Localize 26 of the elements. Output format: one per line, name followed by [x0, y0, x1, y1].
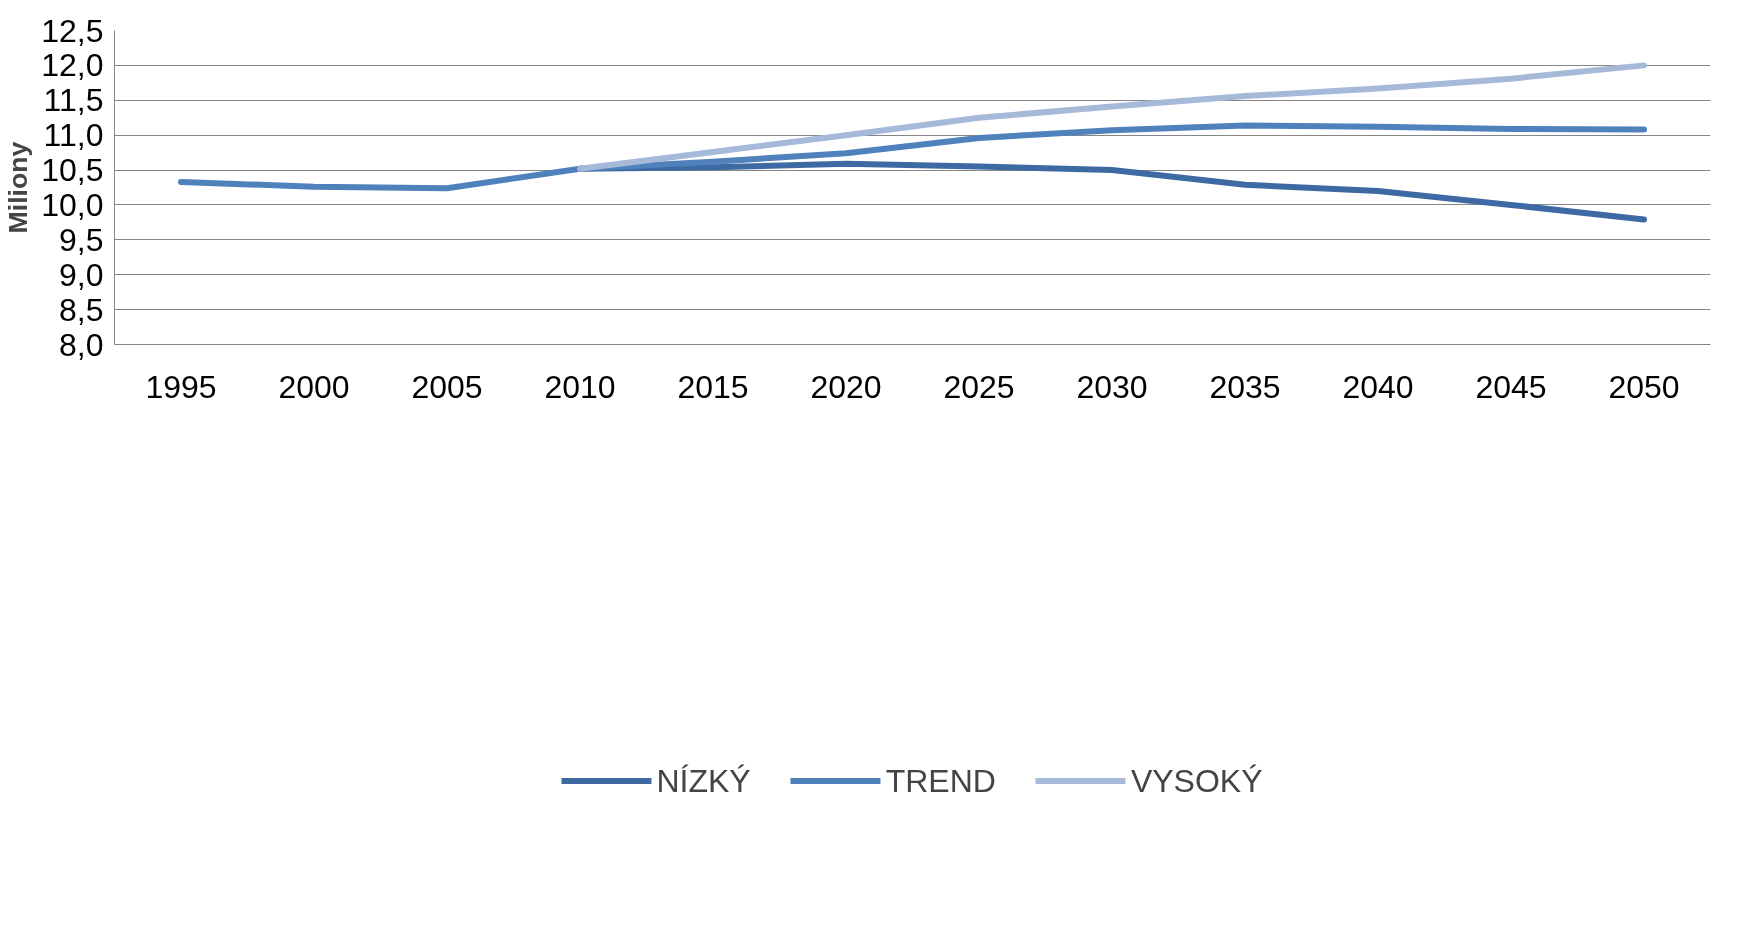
x-tick-label: 2010 — [544, 368, 616, 405]
legend-label: NÍZKÝ — [656, 762, 751, 800]
x-tick-label: 2025 — [943, 368, 1015, 405]
y-tick-label: 10,5 — [41, 152, 104, 189]
y-tick-label: 12,5 — [41, 12, 104, 49]
x-tick-label: 1995 — [145, 368, 217, 405]
y-tick-label: 12,0 — [41, 47, 104, 84]
x-tick-label: 2050 — [1608, 368, 1680, 405]
x-tick-label: 2045 — [1475, 368, 1547, 405]
y-tick-label: 11,5 — [43, 82, 104, 119]
x-tick-label: 2035 — [1209, 368, 1281, 405]
y-tick-label: 8,5 — [59, 291, 104, 328]
y-tick-label: 8,0 — [59, 326, 104, 363]
y-tick-label: 10,0 — [41, 186, 104, 223]
y-tick-label: 9,0 — [59, 256, 104, 293]
y-tick-label: 11,0 — [43, 117, 104, 154]
y-axis-title: Miliony — [3, 141, 34, 234]
legend-label: VYSOKÝ — [1130, 762, 1263, 800]
x-tick-label: 2030 — [1076, 368, 1148, 405]
x-tick-label: 2005 — [411, 368, 483, 405]
legend-label: TREND — [885, 762, 996, 800]
x-tick-label: 2040 — [1342, 368, 1414, 405]
x-tick-label: 2000 — [278, 368, 350, 405]
y-tick-label: 9,5 — [59, 221, 104, 258]
x-tick-label: 2015 — [677, 368, 749, 405]
x-tick-label: 2020 — [810, 368, 882, 405]
